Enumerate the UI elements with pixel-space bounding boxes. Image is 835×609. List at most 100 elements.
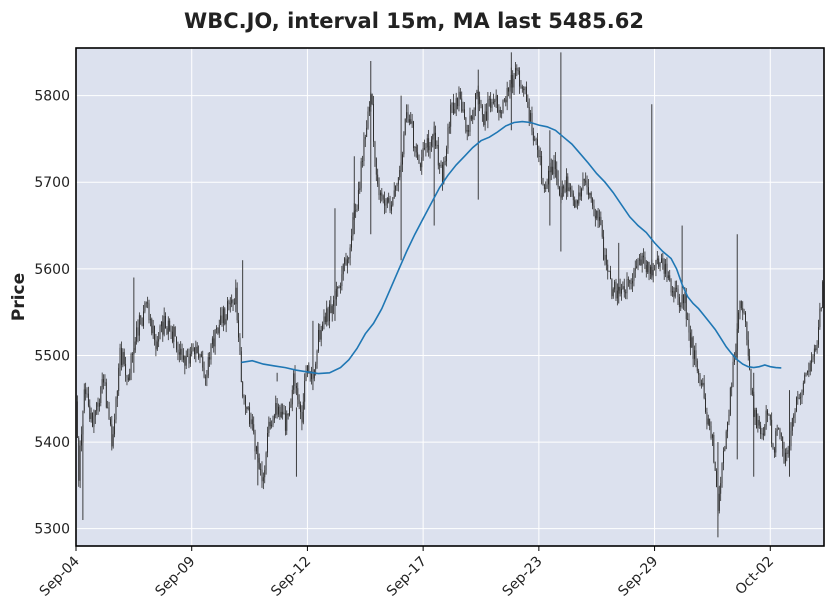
candle-body (220, 315, 222, 325)
candle-body (815, 348, 817, 350)
candle-body (395, 186, 397, 191)
candle-body (462, 109, 464, 112)
candle-body (761, 433, 763, 435)
candle-body (818, 327, 819, 345)
candle-body (695, 350, 697, 361)
candle-body (125, 363, 127, 376)
candle-body (678, 297, 680, 308)
candle-body (773, 448, 775, 453)
candle-body (233, 302, 235, 305)
candle-body (596, 210, 598, 219)
candle-body (276, 403, 278, 415)
candle-body (238, 320, 239, 338)
candle-body (227, 301, 228, 319)
candle-body (231, 299, 233, 304)
candle-body (329, 304, 330, 322)
candle-body (513, 78, 515, 88)
candle-body (517, 70, 519, 72)
candle-body (392, 197, 394, 206)
candle-body (707, 418, 709, 425)
candle-body (278, 406, 279, 415)
candle-body (545, 187, 547, 190)
candle-body (727, 422, 729, 432)
candle-body (406, 112, 408, 119)
candle-body (280, 411, 282, 417)
candle-body (162, 321, 164, 335)
candle-body (490, 98, 492, 108)
candle-body (644, 257, 646, 266)
candle-body (362, 161, 363, 162)
candle-body (499, 109, 501, 114)
candle-body (696, 360, 698, 371)
candle-body (661, 258, 662, 263)
candle-body (735, 350, 737, 360)
candle-body (793, 415, 795, 419)
candle-body (316, 350, 318, 364)
candle-body (359, 188, 361, 190)
candle-body (98, 402, 100, 407)
candle-body (272, 419, 274, 425)
candle-body (242, 382, 244, 397)
candle-body (680, 305, 682, 308)
candle-body (649, 266, 651, 274)
candle-body (132, 354, 133, 355)
candle-body (526, 86, 527, 102)
candle-body (501, 112, 503, 114)
candle-body (408, 119, 410, 123)
candle-body (415, 146, 417, 153)
candle-body (767, 410, 768, 415)
candle-body (436, 144, 438, 146)
candle-body (797, 397, 799, 399)
candle-body (542, 178, 544, 185)
candle-body (251, 419, 253, 425)
candle-body (377, 174, 379, 185)
candle-body (178, 352, 180, 355)
candle-body (391, 205, 392, 211)
candle-body (516, 67, 518, 71)
candle-body (472, 116, 474, 120)
candle-body (306, 365, 308, 374)
candle-body (811, 359, 813, 364)
candle-body (191, 351, 193, 354)
candle-body (652, 269, 654, 276)
candle-body (137, 327, 139, 336)
candle-body (597, 210, 599, 221)
candle-body (714, 461, 716, 471)
candle-body (666, 263, 668, 279)
candle-body (448, 126, 450, 128)
candle-body (93, 416, 95, 427)
candle-body (667, 275, 669, 279)
candle-body (627, 278, 629, 280)
candle-body (750, 369, 752, 391)
candle-body (729, 387, 731, 415)
candle-body (158, 339, 160, 342)
candle-body (771, 419, 773, 444)
candle-body (108, 407, 110, 420)
candle-body (351, 235, 352, 248)
x-axis-ticks: Sep-04 Sep-09 Sep-12 Sep-17 Sep-23 Sep-29 Oct-… (37, 546, 777, 600)
candle-body (563, 186, 565, 189)
candle-body (217, 328, 219, 334)
candle-body (674, 287, 676, 297)
candle-body (636, 266, 638, 269)
candle-body (352, 217, 354, 236)
candle-body (600, 216, 602, 226)
candle-body (247, 407, 249, 410)
candle-body (592, 198, 594, 206)
candle-body (176, 336, 178, 350)
candle-body (709, 418, 711, 426)
candle-body (611, 279, 613, 297)
candle-body (457, 98, 459, 107)
candle-body (780, 433, 782, 437)
candle-body (192, 347, 194, 352)
candle-body (90, 412, 92, 420)
candle-body (677, 288, 679, 298)
candle-body (324, 316, 326, 323)
candle-body (800, 397, 802, 399)
candle-body (571, 189, 573, 194)
candle-body (114, 419, 116, 435)
candle-body (159, 326, 161, 340)
candle-body (171, 331, 173, 342)
candle-body (465, 117, 467, 132)
candle-body (337, 287, 339, 289)
